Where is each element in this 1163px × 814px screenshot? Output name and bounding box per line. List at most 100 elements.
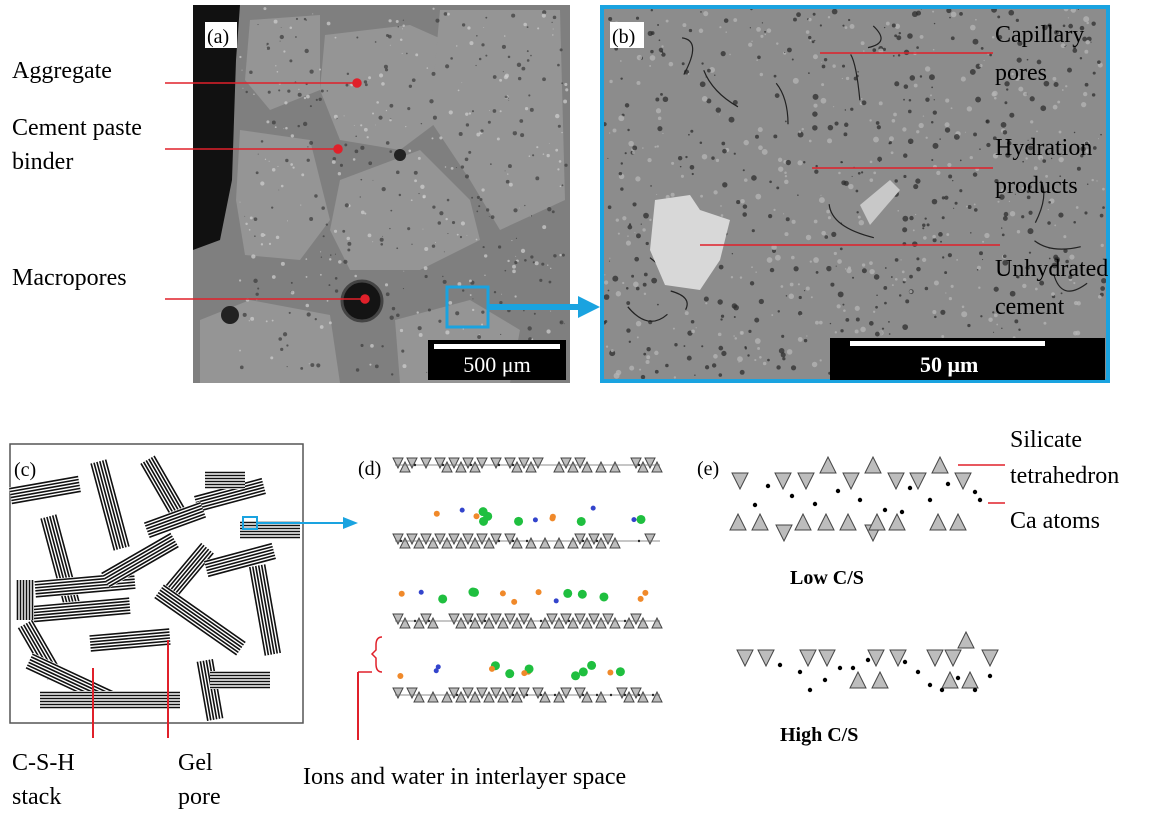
speck (490, 163, 492, 165)
atom (499, 590, 506, 597)
speck (432, 205, 436, 209)
speck (900, 259, 902, 261)
speck (839, 247, 843, 251)
crack (1034, 240, 1081, 250)
tetrahedron (469, 460, 481, 473)
speck (450, 57, 453, 60)
speck (1002, 130, 1008, 135)
tetrahedron (525, 536, 537, 549)
speck (964, 131, 966, 133)
speck (988, 317, 993, 322)
speck (612, 128, 617, 133)
speck (451, 220, 456, 225)
speck (751, 40, 753, 42)
speck (264, 158, 267, 161)
speck (515, 237, 518, 239)
tetrahedron (609, 460, 621, 473)
speck (815, 164, 818, 168)
speck (631, 274, 635, 278)
speck (888, 321, 890, 323)
speck (1091, 178, 1094, 182)
speck (260, 140, 264, 143)
speck (835, 265, 837, 267)
speck (915, 178, 921, 184)
tetrahedron (736, 649, 754, 668)
speck (618, 171, 623, 176)
arrow-head (343, 517, 358, 529)
speck (808, 139, 812, 143)
speck (1001, 233, 1005, 237)
speck (856, 211, 859, 214)
speck (1048, 257, 1051, 260)
tetrahedron (532, 457, 544, 470)
speck (508, 182, 513, 187)
tetrahedron (539, 690, 551, 703)
speck (1045, 174, 1048, 178)
speck (647, 157, 652, 163)
speck (331, 160, 336, 164)
speck (740, 331, 743, 334)
tetrahedron (887, 472, 905, 491)
speck (505, 179, 510, 184)
speck (979, 64, 983, 68)
speck (427, 308, 431, 312)
speck (290, 134, 295, 138)
speck (912, 229, 915, 232)
tetrahedron (539, 536, 551, 549)
speck (827, 216, 831, 220)
tetrahedron (929, 512, 947, 531)
speck (894, 81, 900, 87)
speck (508, 99, 510, 101)
speck (869, 178, 874, 182)
speck (485, 16, 488, 19)
speck (355, 368, 360, 372)
tetrahedron (909, 472, 927, 491)
sheet (257, 565, 276, 655)
speck (980, 315, 983, 318)
sheet (205, 548, 274, 569)
speck (1021, 143, 1023, 145)
speck (923, 236, 927, 240)
speck (773, 74, 777, 78)
speck (645, 359, 650, 365)
csh-stack (248, 564, 282, 656)
speck (1061, 89, 1064, 91)
speck (780, 352, 786, 358)
speck (757, 55, 761, 60)
speck (476, 132, 481, 137)
speck (762, 361, 767, 366)
speck (786, 349, 793, 355)
speck (885, 21, 890, 26)
speck (883, 286, 888, 290)
speck (290, 163, 293, 166)
speck (970, 24, 976, 31)
speck (891, 118, 896, 123)
speck (883, 26, 886, 29)
speck (344, 203, 349, 208)
speck (689, 165, 695, 170)
atom (807, 687, 813, 693)
speck (626, 328, 631, 333)
speck (773, 134, 778, 139)
speck (893, 112, 897, 117)
speck (396, 313, 400, 318)
macropore (221, 306, 239, 324)
speck (1067, 67, 1072, 73)
speck (239, 201, 241, 203)
speck (861, 263, 866, 267)
speck (699, 141, 703, 145)
speck (314, 318, 317, 321)
speck (860, 326, 866, 333)
speck (492, 75, 497, 79)
csh-stack (210, 671, 270, 689)
speck (360, 178, 363, 181)
speck (337, 172, 342, 176)
speck (1086, 21, 1089, 25)
speck (439, 211, 444, 216)
speck (975, 96, 982, 103)
speck (761, 22, 764, 24)
speck (1024, 146, 1027, 150)
speck (1059, 175, 1062, 177)
speck (420, 184, 425, 189)
speck (922, 227, 925, 230)
